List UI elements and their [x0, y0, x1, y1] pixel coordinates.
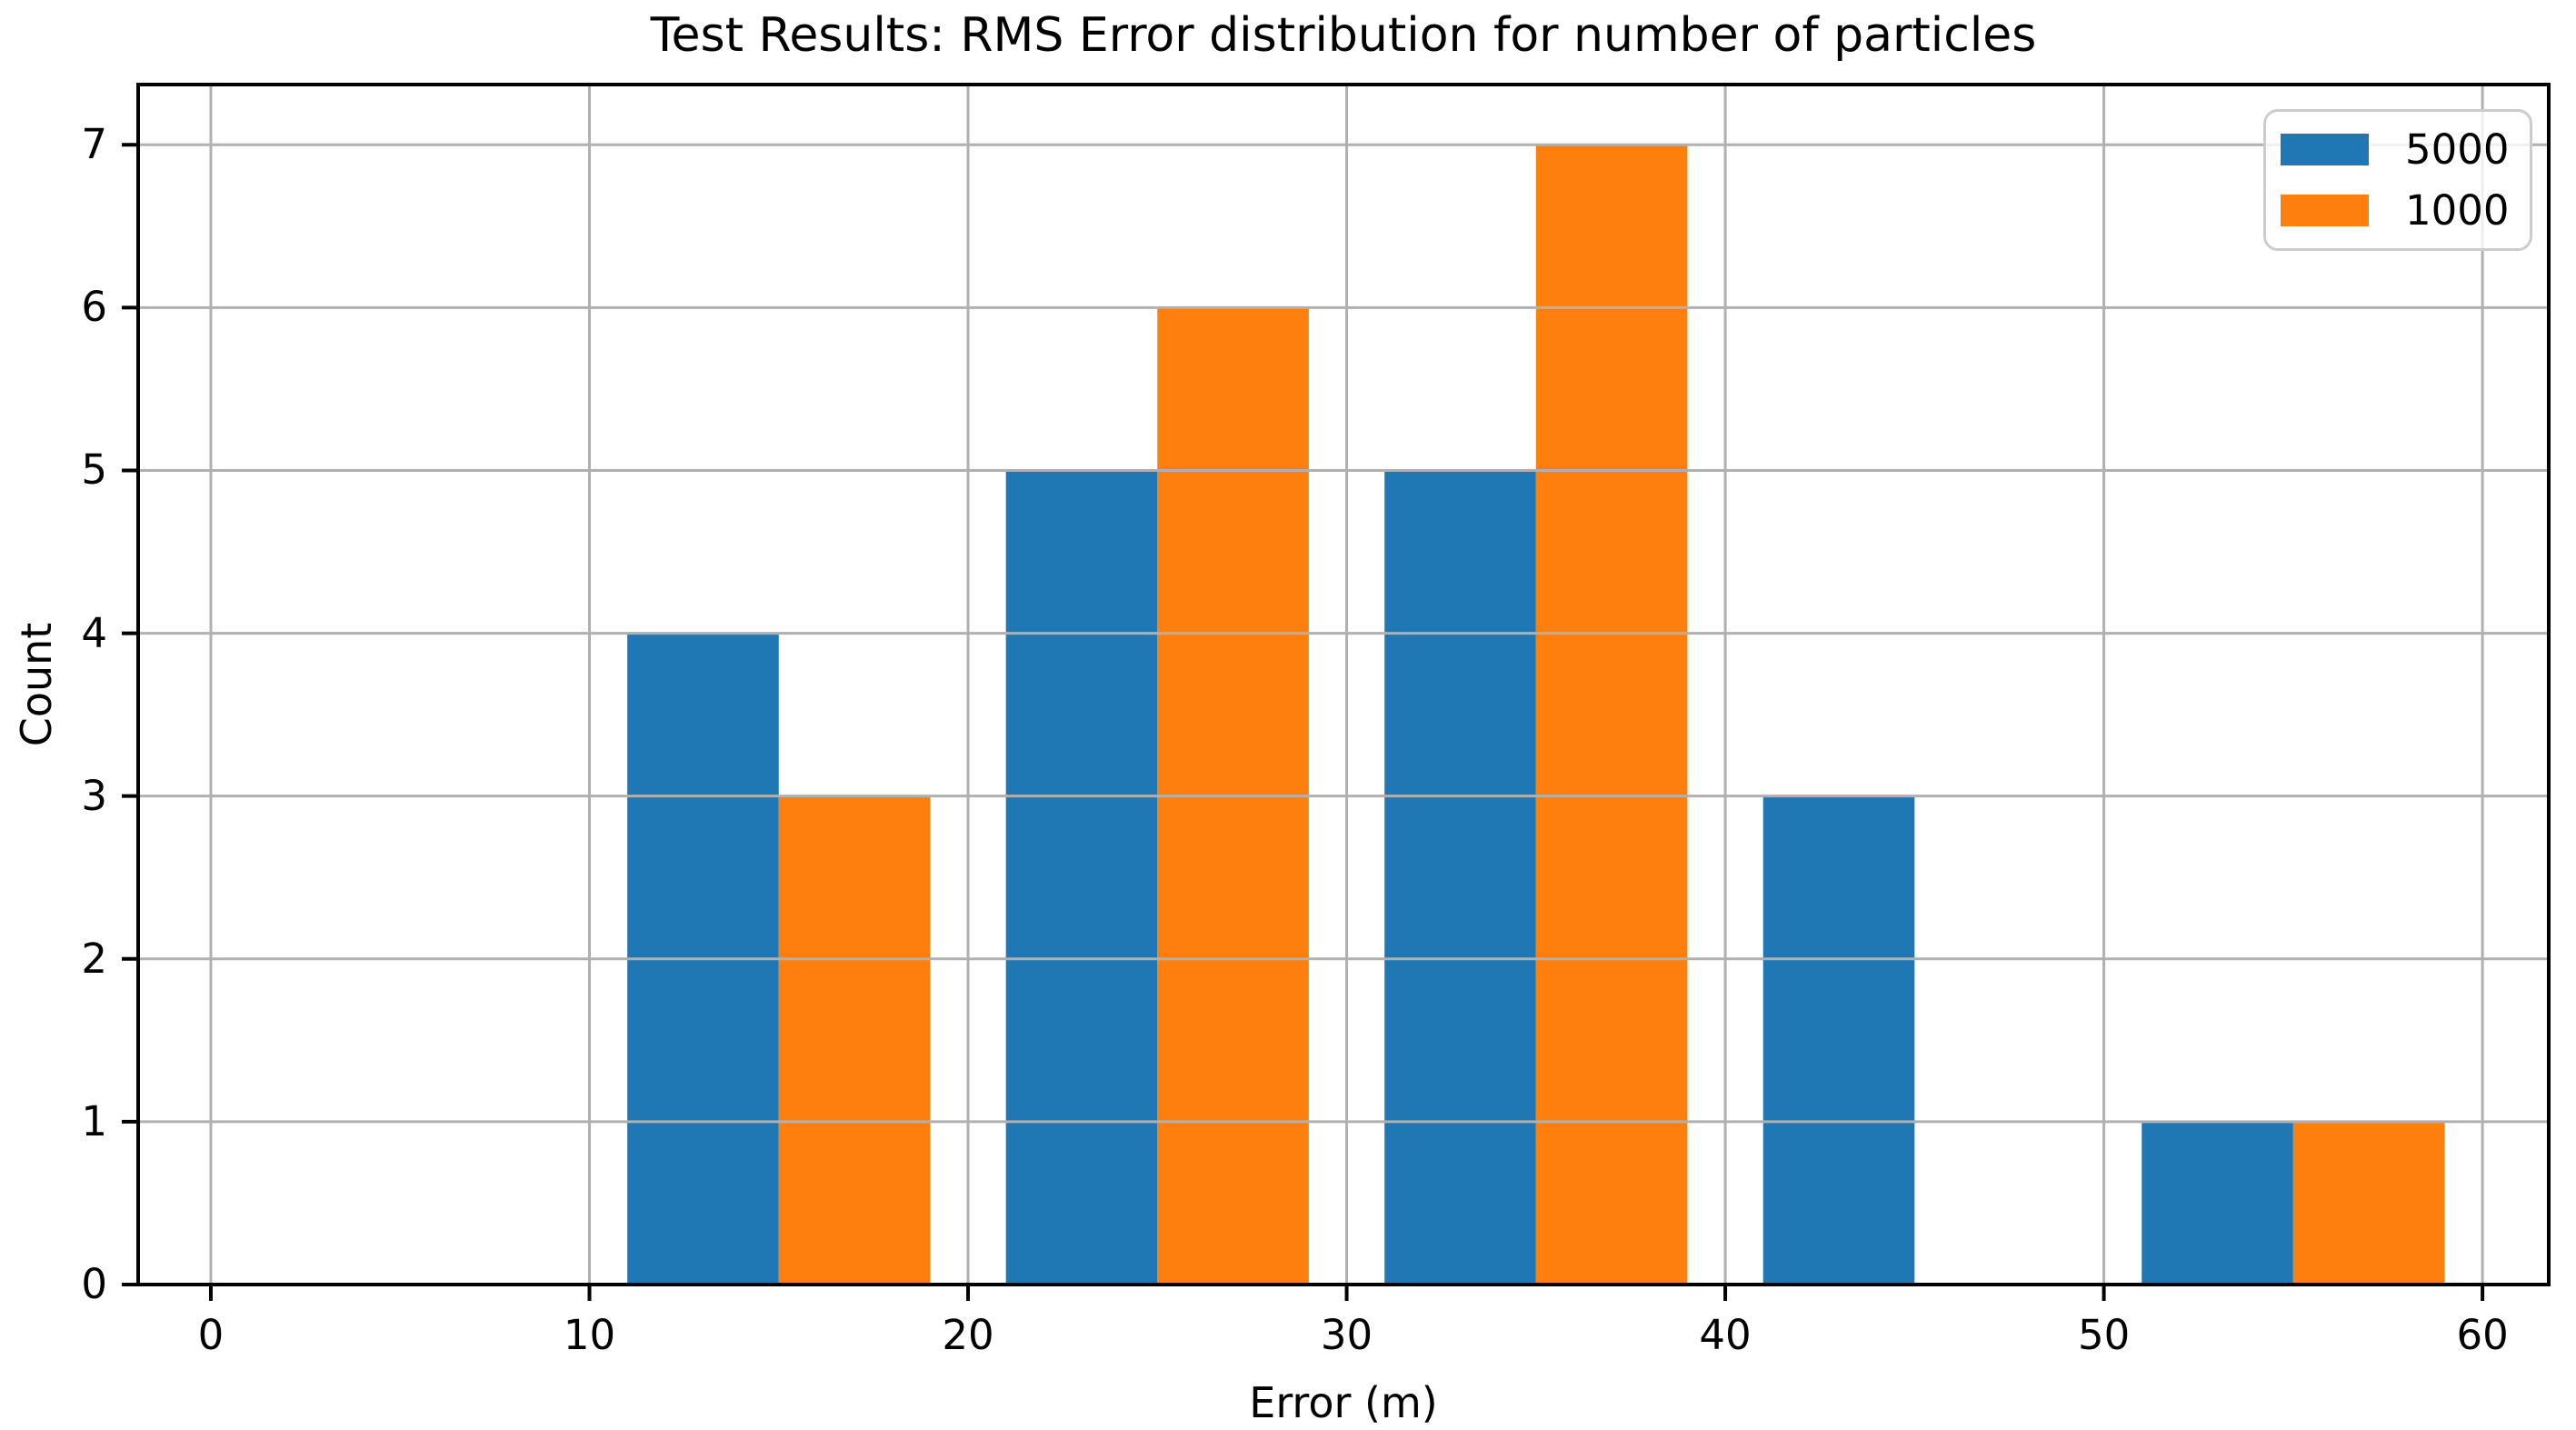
y-tick-label-5: 5 — [81, 445, 107, 495]
chart-title: Test Results: RMS Error distribution for… — [650, 8, 2037, 63]
x-tick-label-60: 60 — [2456, 1311, 2509, 1359]
legend-swatch-blue — [2281, 134, 2369, 165]
y-tick-label-3: 3 — [81, 771, 107, 820]
legend-item-5000: 5000 — [2281, 129, 2521, 170]
legend-label: 1000 — [2405, 186, 2510, 235]
x-tick-label-30: 30 — [1320, 1311, 1373, 1359]
legend-item-1000: 1000 — [2281, 190, 2521, 231]
x-tick-label-10: 10 — [563, 1311, 616, 1359]
bar-5000-3 — [1762, 795, 1915, 1285]
legend-label: 5000 — [2405, 125, 2510, 174]
y-tick-label-7: 7 — [81, 120, 107, 169]
y-tick-label-6: 6 — [81, 283, 107, 332]
x-tick-label-20: 20 — [942, 1311, 994, 1359]
y-tick-label-1: 1 — [81, 1096, 107, 1145]
bar-1000-0 — [778, 795, 931, 1285]
legend: 5000 1000 — [2263, 109, 2532, 251]
x-tick-label-50: 50 — [2077, 1311, 2131, 1359]
plot-border — [136, 83, 2551, 1286]
legend-swatch-orange — [2281, 195, 2369, 226]
x-tick-label-40: 40 — [1699, 1311, 1752, 1359]
bar-5000-2 — [1384, 470, 1536, 1285]
bar-1000-4 — [2292, 1121, 2445, 1285]
y-tick-label-4: 4 — [81, 608, 107, 657]
x-tick-label-0: 0 — [197, 1311, 225, 1359]
bar-1000-2 — [1535, 145, 1688, 1285]
x-axis-label: Error (m) — [1249, 1378, 1438, 1427]
bar-5000-4 — [2142, 1121, 2293, 1285]
bar-5000-1 — [1005, 470, 1158, 1285]
y-tick-label-2: 2 — [81, 934, 107, 983]
y-tick-label-0: 0 — [81, 1260, 107, 1308]
